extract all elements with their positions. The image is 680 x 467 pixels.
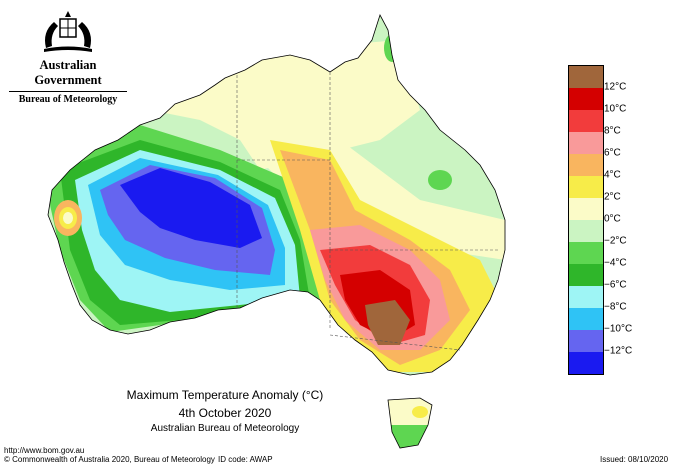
anomaly-zone-warm-west <box>63 212 73 224</box>
legend-swatch <box>569 286 603 308</box>
legend-swatch <box>569 88 603 110</box>
footer-id-code: ID code: AWAP <box>218 455 273 464</box>
legend-label: −2°C <box>604 235 627 247</box>
legend-label: 8°C <box>604 125 621 137</box>
anomaly-zone-minus4 <box>428 170 452 190</box>
legend-swatch <box>569 132 603 154</box>
legend-swatch <box>569 352 603 374</box>
legend-label: 4°C <box>604 169 621 181</box>
footer-issued: Issued: 08/10/2020 <box>600 455 669 464</box>
coastline <box>47 13 506 376</box>
map-source: Australian Bureau of Meteorology <box>150 423 300 434</box>
bureau-name: Bureau of Meteorology <box>18 94 118 105</box>
coat-of-arms-icon <box>44 11 92 52</box>
map-caption: Maximum Temperature Anomaly (°C) 4th Oct… <box>95 388 355 434</box>
legend-swatch <box>569 176 603 198</box>
color-legend <box>568 65 604 375</box>
legend-label: 10°C <box>604 103 627 115</box>
legend-label: 0°C <box>604 213 621 225</box>
map-title: Maximum Temperature Anomaly (°C) <box>126 388 324 402</box>
government-logo: Australian Government Bureau of Meteorol… <box>6 8 130 105</box>
legend-swatch <box>569 154 603 176</box>
legend-label: −10°C <box>604 323 633 335</box>
state-borders <box>236 72 500 351</box>
map-date: 4th October 2020 <box>178 406 272 420</box>
legend-label: 12°C <box>604 81 627 93</box>
legend-label: −6°C <box>604 279 627 291</box>
logo-divider <box>9 91 127 92</box>
legend-label: −12°C <box>604 345 633 357</box>
anomaly-zone-minus4 <box>384 34 400 62</box>
anomaly-zone-tasmania <box>412 406 428 418</box>
legend-swatch <box>569 66 603 88</box>
legend-swatch <box>569 220 603 242</box>
legend-label: 2°C <box>604 191 621 203</box>
footer-url[interactable]: http://www.bom.gov.au <box>4 446 85 455</box>
legend-label: 6°C <box>604 147 621 159</box>
legend-swatch <box>569 242 603 264</box>
tasmania-coastline <box>387 397 433 449</box>
legend-swatch <box>569 110 603 132</box>
anomaly-zone-below-minus12 <box>120 168 262 248</box>
legend-swatch <box>569 308 603 330</box>
legend-label: −8°C <box>604 301 627 313</box>
government-name: Australian Government <box>34 58 102 87</box>
legend-swatch <box>569 264 603 286</box>
legend-swatch <box>569 198 603 220</box>
anomaly-zone-12 <box>365 300 410 345</box>
footer-copyright: © Commonwealth of Australia 2020, Bureau… <box>4 455 215 464</box>
legend-swatch <box>569 330 603 352</box>
legend-label: −4°C <box>604 257 627 269</box>
